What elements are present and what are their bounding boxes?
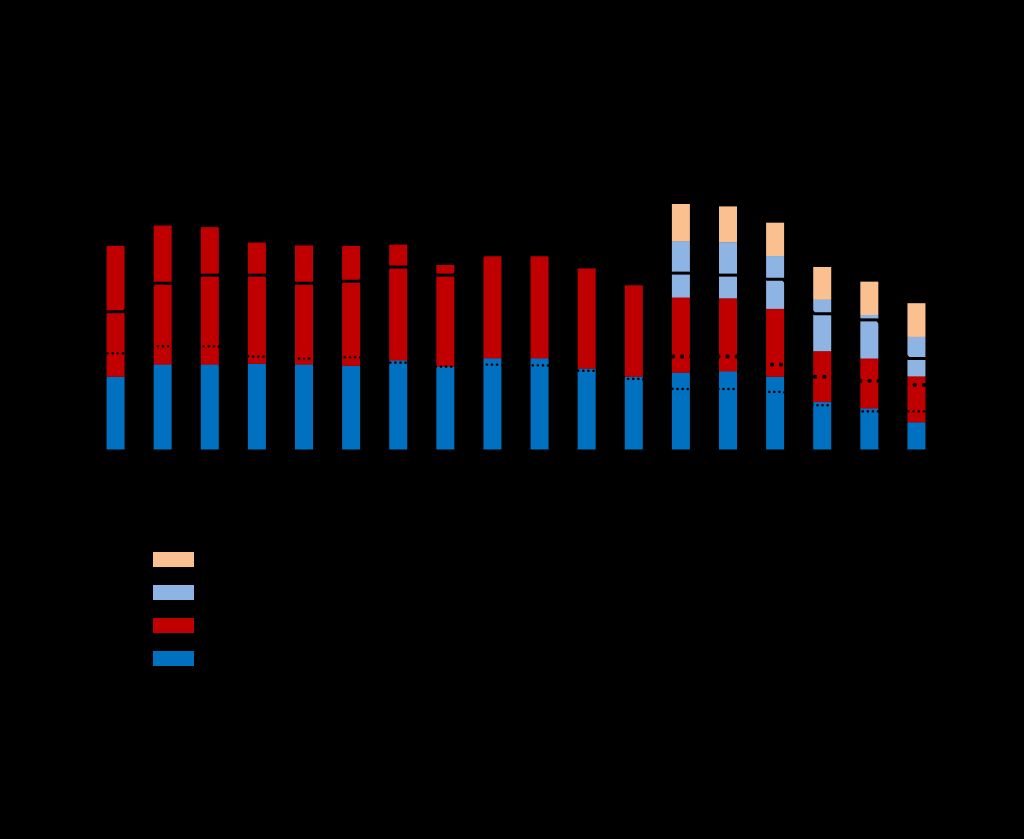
legend-swatch-3 xyxy=(153,651,194,666)
bar-segment-series-1 xyxy=(907,376,926,423)
bar-segment-series-1 xyxy=(483,253,502,359)
bar-segment-series-0 xyxy=(342,365,361,450)
bar-segment-series-0 xyxy=(860,408,879,450)
bar-segment-series-3 xyxy=(860,281,879,315)
bar-segment-series-1 xyxy=(813,351,832,403)
bar-segment-series-1 xyxy=(530,253,549,359)
bar-segment-series-0 xyxy=(389,360,408,450)
overlay-line-1 xyxy=(106,345,926,413)
bar-segment-series-1 xyxy=(624,285,643,377)
bar-segment-series-1 xyxy=(860,358,879,409)
bar-segment-series-0 xyxy=(153,364,172,450)
legend-swatch-1 xyxy=(153,585,194,600)
bar-segment-series-0 xyxy=(671,372,690,450)
bars xyxy=(106,203,926,450)
bar-segment-series-1 xyxy=(719,298,737,372)
bar-segment-series-0 xyxy=(436,366,455,450)
bar-segment-series-0 xyxy=(200,364,219,450)
bar-segment-series-1 xyxy=(153,225,172,365)
legend xyxy=(153,552,194,666)
bar-segment-series-1 xyxy=(342,245,361,366)
bar-segment-series-2 xyxy=(813,299,832,352)
overlay-line-0 xyxy=(106,253,926,360)
bar-segment-series-0 xyxy=(106,376,125,450)
bar-segment-series-3 xyxy=(813,267,832,300)
bar-segment-series-0 xyxy=(624,376,643,450)
bar-segment-series-2 xyxy=(907,336,926,377)
bar-segment-series-0 xyxy=(530,358,549,450)
bar-segment-series-0 xyxy=(295,364,313,450)
bar-segment-series-2 xyxy=(766,256,785,309)
bar-segment-series-3 xyxy=(766,222,785,257)
bar-segment-series-1 xyxy=(436,264,455,367)
gridlines xyxy=(92,124,940,410)
overlay-lines xyxy=(106,253,927,413)
bar-segment-series-0 xyxy=(766,376,785,450)
bar-segment-series-0 xyxy=(719,371,737,450)
bar-segment-series-0 xyxy=(247,363,266,450)
legend-swatch-2 xyxy=(153,618,194,633)
axes xyxy=(86,83,946,458)
bar-segment-series-1 xyxy=(247,242,266,364)
bar-segment-series-1 xyxy=(295,245,313,365)
bar-segment-series-1 xyxy=(671,297,690,373)
bar-segment-series-1 xyxy=(766,308,785,377)
bar-segment-series-2 xyxy=(671,241,690,298)
bar-segment-series-1 xyxy=(389,244,408,361)
bar-segment-series-0 xyxy=(813,402,832,450)
bar-segment-series-2 xyxy=(719,242,737,299)
bar-segment-series-0 xyxy=(483,358,502,450)
overlay-line-2 xyxy=(670,354,927,387)
bar-segment-series-1 xyxy=(200,227,219,365)
bar-segment-series-0 xyxy=(907,422,926,450)
legend-swatch-0 xyxy=(153,552,194,567)
bar-segment-series-0 xyxy=(577,368,596,450)
bar-segment-series-3 xyxy=(671,203,690,242)
bar-segment-series-3 xyxy=(907,303,926,337)
bar-segment-series-2 xyxy=(860,314,879,359)
bar-segment-series-3 xyxy=(719,206,737,243)
bar-segment-series-1 xyxy=(577,267,596,369)
